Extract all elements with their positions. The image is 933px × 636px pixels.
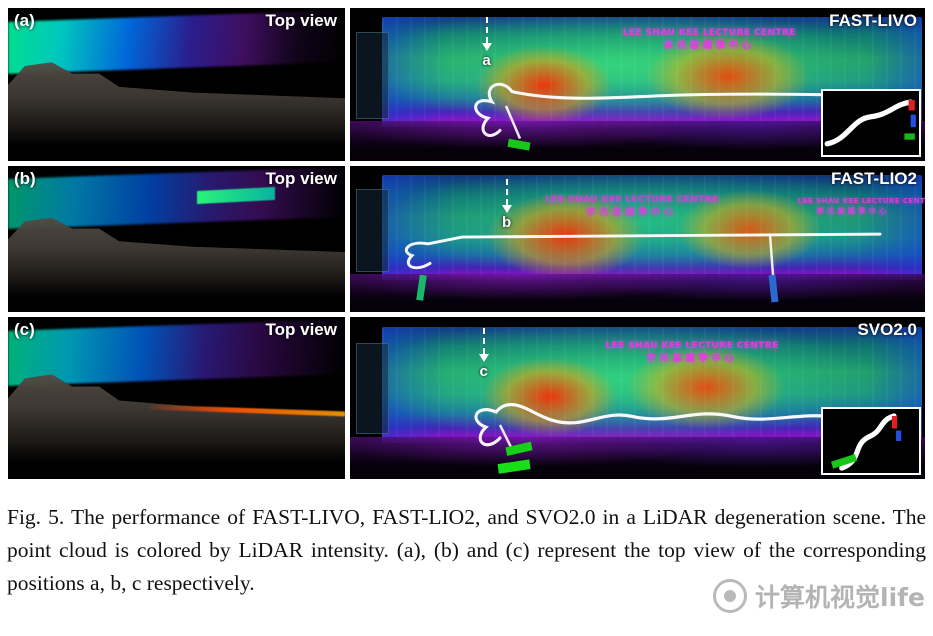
view-label: Top view xyxy=(265,320,337,339)
method-panel-fast-livo: LEE SHAU KEE LECTURE CENTRE 李兆基講學中心 a FA… xyxy=(350,8,925,161)
arrowhead-icon xyxy=(501,205,512,214)
dashed-arrow-icon xyxy=(485,17,488,44)
method-label: FAST-LIO2 xyxy=(831,169,917,188)
dashed-arrow-icon xyxy=(505,179,508,206)
camera-logo-icon xyxy=(713,579,748,613)
figure-caption: Fig. 5. The performance of FAST-LIVO, FA… xyxy=(7,505,926,595)
building-sign: LEE SHAU KEE LECTURE CENTRE 李兆基講學中心 xyxy=(622,27,796,51)
figure-row-c: (c) Top view LEE SHAU KEE LECTURE CENTRE… xyxy=(0,317,933,479)
sensor-marker xyxy=(768,274,779,303)
dashed-arrow-icon xyxy=(482,328,485,355)
figure-row-a: (a) Top view LEE SHAU KEE LECTURE CENTRE… xyxy=(0,8,933,161)
subfigure-label: (b) xyxy=(14,169,36,188)
watermark-text: 计算机视觉life xyxy=(755,583,925,612)
trajectory-overlay xyxy=(474,82,904,151)
ground-pointcloud xyxy=(350,274,925,312)
sensor-marker xyxy=(416,274,427,301)
arrowhead-icon xyxy=(478,354,489,363)
view-label: Top view xyxy=(265,11,337,30)
door-pointcloud xyxy=(355,342,390,434)
figure-row-b: (b) Top view LEE SHAU KEE LECTURE CENTRE… xyxy=(0,166,933,312)
position-arrow-b: b xyxy=(497,179,517,231)
sensor-marker xyxy=(505,441,533,456)
method-panel-fast-lio2: LEE SHAU KEE LECTURE CENTRE 李兆基講學中心 LEE … xyxy=(350,166,925,312)
sensor-marker xyxy=(507,138,531,151)
method-panel-svo2: LEE SHAU KEE LECTURE CENTRE 李兆基講學中心 c SV… xyxy=(350,317,925,479)
door-pointcloud xyxy=(355,32,390,119)
subfigure-label: (c) xyxy=(14,320,35,339)
building-sign: LEE SHAU KEE LECTURE CENTRE 李兆基講學中心 xyxy=(545,195,719,219)
building-sign: LEE SHAU KEE LECTURE CENTRE 李兆基講學中心 xyxy=(605,341,779,365)
building-sign: LEE SHAU KEE LECTURE CENTRE 李兆基講學中心 xyxy=(797,197,925,216)
door-pointcloud xyxy=(355,189,390,272)
view-label: Top view xyxy=(265,169,337,188)
trajectory-inset xyxy=(821,89,921,157)
building-facade-pointcloud xyxy=(381,174,923,280)
trajectory-inset xyxy=(821,407,921,475)
top-view-panel-b: (b) Top view xyxy=(8,166,345,312)
sensor-marker xyxy=(497,459,531,474)
top-view-panel-c: (c) Top view xyxy=(8,317,345,479)
top-view-panel-a: (a) Top view xyxy=(8,8,345,161)
arrowhead-icon xyxy=(481,43,492,52)
position-arrow-a: a xyxy=(477,17,497,69)
subfigure-label: (a) xyxy=(14,11,35,30)
method-label: SVO2.0 xyxy=(857,320,917,339)
position-arrow-c: c xyxy=(474,328,494,380)
trajectory-overlay xyxy=(405,232,882,303)
watermark: 计算机视觉life xyxy=(713,578,925,614)
method-label: FAST-LIVO xyxy=(829,11,917,30)
